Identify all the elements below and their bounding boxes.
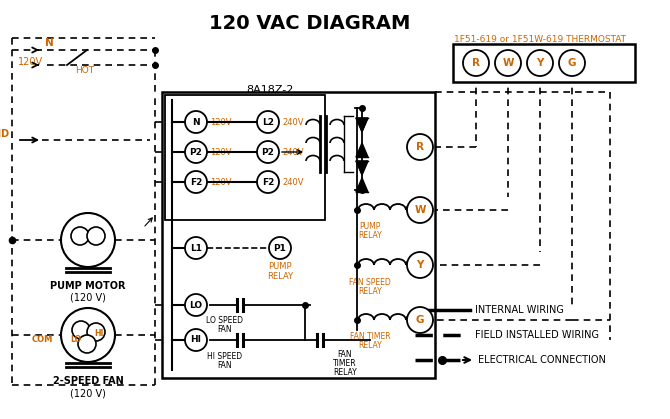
Circle shape xyxy=(185,237,207,259)
Text: 120V: 120V xyxy=(210,117,232,127)
Polygon shape xyxy=(356,178,368,192)
Circle shape xyxy=(185,329,207,351)
Text: 120V: 120V xyxy=(18,57,43,67)
Text: (120 V): (120 V) xyxy=(70,388,106,398)
Circle shape xyxy=(61,213,115,267)
Text: FAN: FAN xyxy=(218,361,232,370)
Circle shape xyxy=(72,321,90,339)
Text: COM: COM xyxy=(31,336,53,344)
Circle shape xyxy=(71,227,89,245)
Text: GND: GND xyxy=(0,129,10,139)
Text: R: R xyxy=(416,142,424,152)
Text: Y: Y xyxy=(416,260,423,270)
Text: HOT: HOT xyxy=(75,66,94,75)
Circle shape xyxy=(185,294,207,316)
Circle shape xyxy=(527,50,553,76)
Circle shape xyxy=(61,308,115,362)
Text: LO: LO xyxy=(70,336,82,344)
Text: TIMER: TIMER xyxy=(333,359,357,368)
Circle shape xyxy=(185,111,207,133)
Text: 120V: 120V xyxy=(210,178,232,186)
Text: FAN SPEED: FAN SPEED xyxy=(349,278,391,287)
Bar xyxy=(453,44,635,82)
Text: RELAY: RELAY xyxy=(358,231,382,240)
Text: FAN: FAN xyxy=(338,350,352,359)
Circle shape xyxy=(87,323,105,341)
Text: P1: P1 xyxy=(273,243,287,253)
Text: P2: P2 xyxy=(190,147,202,157)
Text: FIELD INSTALLED WIRING: FIELD INSTALLED WIRING xyxy=(475,330,599,340)
Text: 240V: 240V xyxy=(282,147,304,157)
Text: LO: LO xyxy=(190,300,202,310)
Text: HI SPEED: HI SPEED xyxy=(208,352,243,361)
Circle shape xyxy=(463,50,489,76)
Text: L2: L2 xyxy=(262,117,274,127)
Text: INTERNAL WIRING: INTERNAL WIRING xyxy=(475,305,564,315)
Text: 1F51-619 or 1F51W-619 THERMOSTAT: 1F51-619 or 1F51W-619 THERMOSTAT xyxy=(454,35,626,44)
Circle shape xyxy=(407,134,433,160)
Text: RELAY: RELAY xyxy=(267,272,293,281)
Circle shape xyxy=(559,50,585,76)
Text: RELAY: RELAY xyxy=(358,341,382,350)
Text: RELAY: RELAY xyxy=(333,368,357,377)
Circle shape xyxy=(185,171,207,193)
Text: FAN TIMER: FAN TIMER xyxy=(350,332,391,341)
Bar xyxy=(165,95,325,220)
Polygon shape xyxy=(356,143,368,157)
Text: PUMP: PUMP xyxy=(359,222,381,231)
Circle shape xyxy=(185,141,207,163)
Text: 8A18Z-2: 8A18Z-2 xyxy=(247,85,293,95)
Text: R: R xyxy=(472,58,480,68)
Circle shape xyxy=(87,227,105,245)
Text: N: N xyxy=(192,117,200,127)
Text: ELECTRICAL CONNECTION: ELECTRICAL CONNECTION xyxy=(478,355,606,365)
Polygon shape xyxy=(356,161,368,175)
Text: HI: HI xyxy=(94,328,104,337)
Circle shape xyxy=(495,50,521,76)
Text: RELAY: RELAY xyxy=(358,287,382,296)
Circle shape xyxy=(269,237,291,259)
Circle shape xyxy=(407,252,433,278)
Circle shape xyxy=(257,141,279,163)
Text: F2: F2 xyxy=(190,178,202,186)
Circle shape xyxy=(407,307,433,333)
Text: Y: Y xyxy=(536,58,543,68)
Text: FAN: FAN xyxy=(218,325,232,334)
Circle shape xyxy=(257,171,279,193)
Text: L1: L1 xyxy=(190,243,202,253)
Circle shape xyxy=(257,111,279,133)
Text: P2: P2 xyxy=(261,147,275,157)
Text: (120 V): (120 V) xyxy=(70,293,106,303)
Text: 120V: 120V xyxy=(210,147,232,157)
Text: PUMP: PUMP xyxy=(268,262,292,271)
Polygon shape xyxy=(356,118,368,132)
Text: 240V: 240V xyxy=(282,117,304,127)
Text: 240V: 240V xyxy=(282,178,304,186)
Text: G: G xyxy=(416,315,424,325)
Text: W: W xyxy=(502,58,514,68)
Text: 2-SPEED FAN: 2-SPEED FAN xyxy=(53,376,123,386)
Text: N: N xyxy=(45,38,54,48)
Text: G: G xyxy=(567,58,576,68)
Bar xyxy=(162,92,435,378)
Text: PUMP MOTOR: PUMP MOTOR xyxy=(50,281,126,291)
Text: 120 VAC DIAGRAM: 120 VAC DIAGRAM xyxy=(209,14,411,33)
Text: W: W xyxy=(414,205,425,215)
Text: HI: HI xyxy=(190,336,202,344)
Circle shape xyxy=(407,197,433,223)
Circle shape xyxy=(78,335,96,353)
Text: F2: F2 xyxy=(262,178,274,186)
Text: LO SPEED: LO SPEED xyxy=(206,316,243,325)
